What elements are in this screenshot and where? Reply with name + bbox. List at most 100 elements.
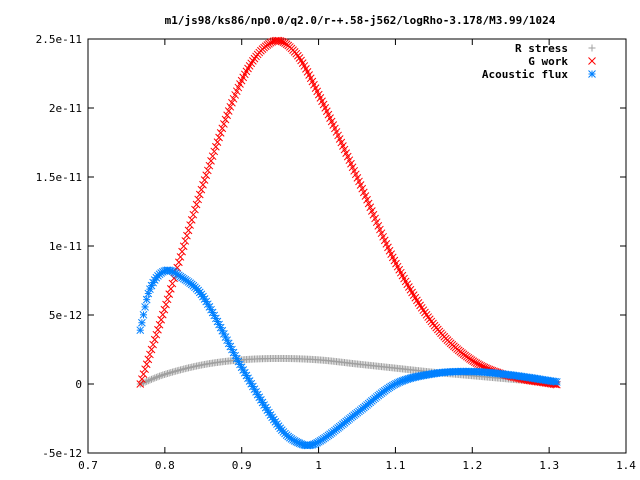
data-point-g-work <box>200 176 209 184</box>
data-point-g-work <box>157 315 166 324</box>
plot-frame <box>87 38 627 454</box>
data-point-g-work <box>160 305 169 314</box>
data-point-g-work <box>203 166 212 175</box>
data-point-g-work <box>144 355 153 364</box>
data-point-g-work <box>142 360 151 369</box>
y-tick-label: 0 <box>75 378 82 391</box>
data-point-r-stress <box>144 377 152 385</box>
data-point-g-work <box>417 303 426 312</box>
data-point-g-work <box>223 111 231 120</box>
data-point-g-work <box>207 157 215 165</box>
data-point-g-work <box>419 306 428 315</box>
y-tick-label: -5e-12 <box>42 447 82 460</box>
data-point-acoustic-flux <box>141 303 149 311</box>
data-point-acoustic-flux <box>242 371 251 380</box>
data-point-g-work <box>158 310 167 319</box>
data-point-g-work <box>224 107 233 115</box>
x-tick-label: 0.7 <box>78 459 98 472</box>
data-point-r-stress <box>156 372 164 380</box>
y-tick-label: 1e-11 <box>49 240 82 253</box>
x-tick-label: 0.8 <box>155 459 175 472</box>
data-point-g-work <box>216 129 225 137</box>
series-g-work <box>136 36 561 389</box>
data-point-g-work <box>192 200 201 209</box>
data-point-g-work <box>195 190 204 199</box>
data-point-acoustic-flux <box>142 295 151 304</box>
data-point-r-stress <box>154 373 162 381</box>
data-point-g-work <box>199 180 207 189</box>
data-point-g-work <box>178 247 186 256</box>
data-point-g-work <box>213 138 222 146</box>
x-tick-label: 1 <box>315 459 322 472</box>
data-point-g-work <box>212 142 220 151</box>
data-point-acoustic-flux <box>207 305 215 314</box>
data-point-g-work <box>226 102 235 111</box>
data-point-g-work <box>150 335 159 344</box>
data-point-g-work <box>146 350 154 359</box>
data-point-g-work <box>181 237 190 245</box>
data-point-g-work <box>184 226 193 235</box>
data-point-r-stress <box>152 373 160 381</box>
series-layer <box>136 36 561 450</box>
data-point-g-work <box>166 285 175 293</box>
x-tick-label: 1.3 <box>539 459 559 472</box>
data-point-acoustic-flux <box>203 300 212 309</box>
data-point-acoustic-flux <box>552 378 561 386</box>
data-point-g-work <box>191 205 199 214</box>
x-tick-label: 1.4 <box>616 459 636 472</box>
data-point-g-work <box>152 330 161 339</box>
data-point-r-stress <box>157 372 165 380</box>
data-point-g-work <box>189 210 198 219</box>
data-point-g-work <box>147 345 156 354</box>
axes: 0.7 0.8 0.9 1 1.1 1.2 1.3 1.4 -5e-12 0 5e-12 1e-11 1… <box>36 33 637 472</box>
data-point-g-work <box>187 216 196 224</box>
data-point-acoustic-flux <box>250 385 259 394</box>
data-point-r-stress <box>151 374 159 382</box>
data-point-acoustic-flux <box>136 326 145 335</box>
data-point-g-work <box>175 258 183 267</box>
data-point-g-work <box>138 375 146 383</box>
chart-title: m1/js98/ks86/np0.0/q2.0/r-+.58-j562/logR… <box>165 14 556 27</box>
data-point-g-work <box>165 290 174 298</box>
y-tick-label: 5e-12 <box>49 309 82 322</box>
data-point-g-work <box>139 370 148 378</box>
data-point-g-work <box>208 152 217 161</box>
data-point-g-work <box>136 380 145 388</box>
data-point-r-stress <box>159 371 167 379</box>
data-point-g-work <box>179 242 188 251</box>
data-point-acoustic-flux <box>139 310 148 319</box>
data-point-g-work <box>210 147 219 156</box>
y-tick-label: 2.5e-11 <box>36 33 82 46</box>
data-point-g-work <box>170 274 178 283</box>
data-point-g-work <box>229 94 238 103</box>
legend-label-g-work: G work <box>528 55 568 68</box>
data-point-g-work <box>218 124 227 133</box>
data-point-g-work <box>221 115 230 124</box>
legend-marker-acoustic-flux <box>588 70 596 78</box>
data-point-g-work <box>215 133 223 142</box>
data-point-g-work <box>176 253 185 261</box>
y-tick-label: 1.5e-11 <box>36 171 82 184</box>
legend-marker-r-stress <box>588 44 596 52</box>
data-point-g-work <box>173 263 182 272</box>
legend-label-r-stress: R stress <box>515 42 568 55</box>
data-point-g-work <box>163 295 172 304</box>
data-point-g-work <box>168 279 177 288</box>
x-tick-label: 1.2 <box>462 459 482 472</box>
data-point-g-work <box>186 221 194 229</box>
data-point-g-work <box>228 98 236 107</box>
data-point-g-work <box>202 171 211 180</box>
data-point-acoustic-flux <box>138 318 146 327</box>
data-point-r-stress <box>148 375 156 383</box>
data-point-g-work <box>205 161 214 170</box>
data-point-g-work <box>197 185 206 194</box>
y-tick-label: 2e-11 <box>49 102 82 115</box>
data-point-g-work <box>220 120 228 128</box>
data-point-g-work <box>149 340 157 349</box>
data-point-g-work <box>194 195 203 204</box>
data-point-g-work <box>154 325 162 334</box>
data-point-acoustic-flux <box>253 390 262 399</box>
data-point-g-work <box>155 320 164 329</box>
